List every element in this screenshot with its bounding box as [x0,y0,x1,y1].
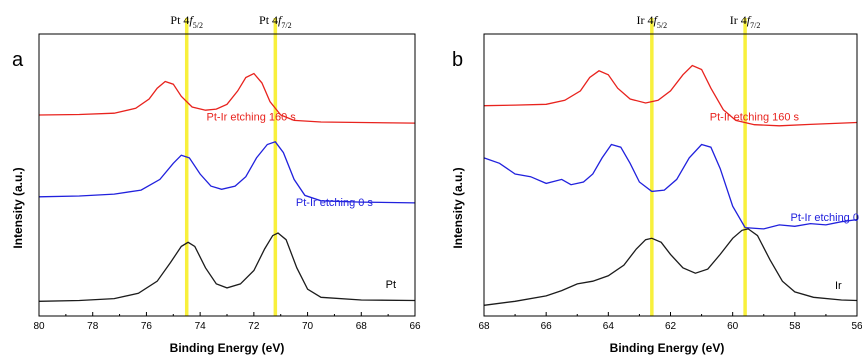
panel-b-x-tick-label-1: 68 [478,321,490,332]
panel-a-series-line-2 [38,141,416,204]
panel-a-x-tick-label-3: 76 [141,321,153,332]
panel-b-x-tick-label-5: 60 [727,321,739,332]
panel-a-peak-label-2: Pt 4f7/2 [259,13,292,30]
panel-a-x-ticks: 80 78 76 74 72 70 68 66 [33,312,421,332]
panel-b-y-axis-title: Intensity (a.u.) [451,167,465,248]
panel-b-series-line-3 [483,228,858,306]
panel-b-series-line-1 [483,64,858,127]
panel-b: b Intensity (a.u.) Binding Energy (eV) 6… [451,13,862,355]
panel-a-series-label-2: Pt-Ir etching 0 s [296,197,374,209]
panel-a-x-tick-label-4: 74 [195,321,207,332]
panel-b-x-tick-label-7: 56 [851,321,862,332]
panel-b-x-tick-label-4: 62 [665,321,677,332]
panel-a-x-axis-title: Binding Energy (eV) [170,341,285,355]
panel-a-x-tick-label-6: 70 [302,321,314,332]
panel-b-x-ticks: 68 66 64 62 60 58 56 [478,312,862,332]
panel-b-series-labels: Pt-Ir etching 160 s Pt-Ir etching 0 s Ir [710,111,862,292]
panel-b-x-tick-label-3: 64 [603,321,615,332]
panel-b-x-axis-title: Binding Energy (eV) [610,341,725,355]
panel-b-peak-label-2: Ir 4f7/2 [730,13,761,30]
panel-b-series [483,64,858,306]
panel-b-peak-label-1: Ir 4f5/2 [637,13,668,30]
panel-b-series-label-3: Ir [835,280,842,292]
panel-a-peak-labels: Pt 4f5/2 Pt 4f7/2 [170,13,291,30]
panel-a-peak-label-1: Pt 4f5/2 [170,13,203,30]
panel-a-plot-frame [38,33,416,317]
panel-b-series-line-2 [483,143,858,230]
panel-b-letter: b [452,49,463,71]
panel-a-x-tick-label-1: 80 [33,321,45,332]
panel-a-series-line-3 [38,232,416,302]
panel-a-x-tick-label-5: 72 [248,321,260,332]
panel-a-series [38,72,416,302]
panel-b-x-tick-label-2: 66 [541,321,553,332]
panel-a-letter: a [12,49,24,71]
panel-a-series-label-1: Pt-Ir etching 160 s [207,111,297,123]
panel-b-reference-lines [650,18,747,316]
panel-a: a Intensity (a.u.) Binding Energy (eV) 8… [11,13,421,355]
panel-a-series-labels: Pt-Ir etching 160 s Pt-Ir etching 0 s Pt [207,111,397,291]
panel-a-x-tick-label-2: 78 [87,321,99,332]
panel-a-x-tick-label-7: 68 [356,321,368,332]
panel-b-series-label-1: Pt-Ir etching 160 s [710,111,800,123]
panel-b-series-label-2: Pt-Ir etching 0 s [791,212,862,224]
panel-b-peak-labels: Ir 4f5/2 Ir 4f7/2 [637,13,761,30]
panel-a-x-tick-label-8: 66 [409,321,421,332]
panel-b-plot-frame [483,33,858,317]
panel-a-y-axis-title: Intensity (a.u.) [11,167,25,248]
panel-b-x-tick-label-6: 58 [789,321,801,332]
panel-a-reference-lines [184,18,278,316]
panel-a-series-label-3: Pt [386,279,396,291]
panel-a-series-line-1 [38,72,416,124]
